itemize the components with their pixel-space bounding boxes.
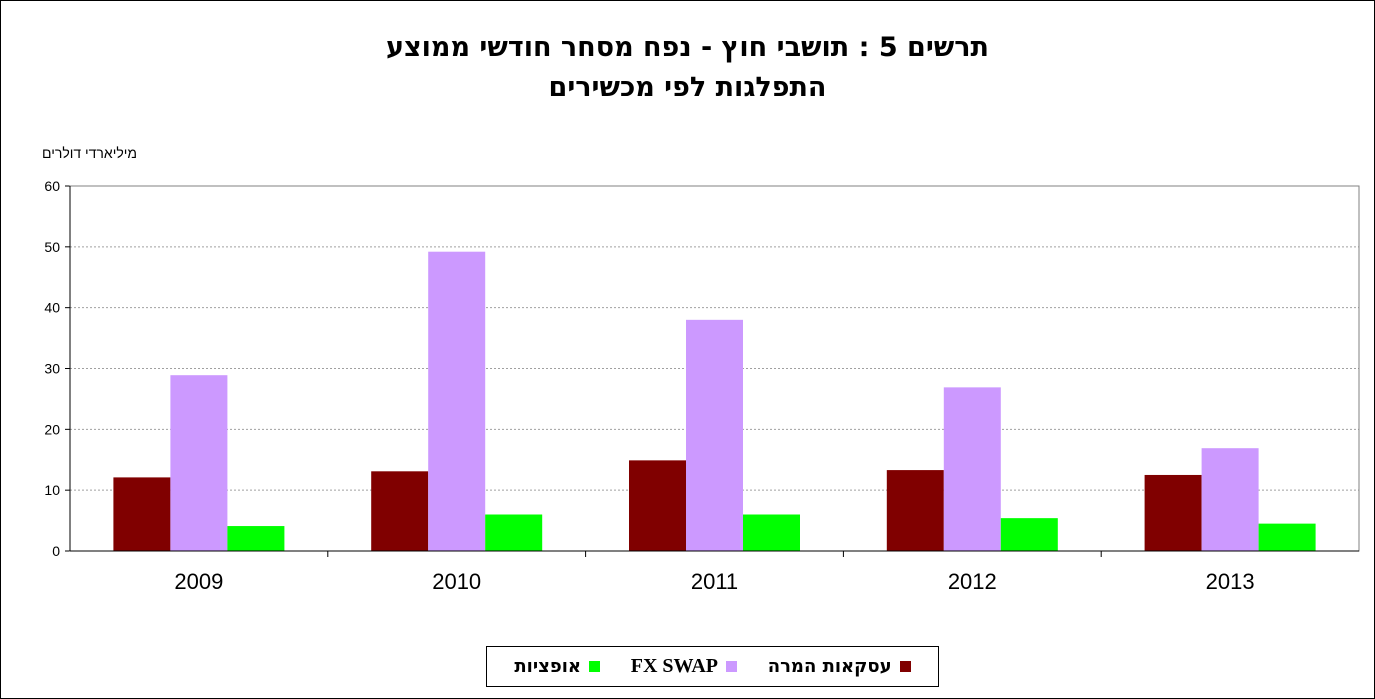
bar-conversions-2013 <box>1144 474 1202 551</box>
legend-swatch-conversions <box>899 661 911 672</box>
legend-item-conversions: עסקאות המרה <box>768 656 911 677</box>
legend-swatch-options <box>589 661 601 672</box>
bar-fx-swap-2010 <box>428 251 486 551</box>
y-axis-label: מיליארדי דולרים <box>42 145 138 161</box>
chart-title: תרשים 5 : תושבי חוץ - נפח מסחר חודשי ממו… <box>386 32 989 63</box>
bar-options-2013 <box>1258 523 1316 551</box>
bar-conversions-2010 <box>371 471 429 551</box>
y-tick-label: 60 <box>44 178 60 194</box>
bar-options-2011 <box>743 514 800 551</box>
legend: עסקאות המרה FX SWAP אופציות <box>486 646 939 687</box>
y-tick-label: 40 <box>44 300 60 316</box>
bar-conversions-2009 <box>113 477 171 551</box>
legend-label-options: אופציות <box>514 656 582 677</box>
bar-fx-swap-2009 <box>170 375 228 551</box>
bar-conversions-2011 <box>629 460 686 551</box>
x-tick-label: 2011 <box>691 569 738 594</box>
legend-swatch-fx-swap <box>726 661 737 672</box>
x-tick-label: 2013 <box>1206 569 1255 594</box>
legend-item-fx-swap: FX SWAP <box>631 655 737 678</box>
bars <box>113 251 1316 551</box>
y-tick-label: 20 <box>44 421 60 437</box>
bar-fx-swap-2012 <box>943 387 1001 551</box>
bar-options-2009 <box>227 526 285 551</box>
chart-subtitle: התפלגות לפי מכשירים <box>548 72 827 103</box>
x-tick-label: 2009 <box>174 569 223 594</box>
y-tick-label: 0 <box>52 543 60 559</box>
bar-fx-swap-2011 <box>686 319 743 551</box>
y-tick-label: 30 <box>44 361 60 377</box>
tick-labels: 0 10 20 30 40 50 60 2009 2010 2011 2012 2013 <box>44 178 1254 594</box>
bar-fx-swap-2013 <box>1201 448 1259 551</box>
legend-label-conversions: עסקאות המרה <box>767 656 892 677</box>
bar-options-2010 <box>485 514 543 551</box>
bar-options-2012 <box>1000 518 1058 551</box>
bar-conversions-2012 <box>886 470 944 551</box>
y-tick-label: 50 <box>44 239 60 255</box>
x-tick-label: 2010 <box>432 569 481 594</box>
y-tick-label: 10 <box>44 482 60 498</box>
legend-item-options: אופציות <box>514 656 601 677</box>
legend-label-fx-swap: FX SWAP <box>630 655 718 677</box>
x-tick-label: 2012 <box>948 569 997 594</box>
axes <box>65 185 1360 557</box>
